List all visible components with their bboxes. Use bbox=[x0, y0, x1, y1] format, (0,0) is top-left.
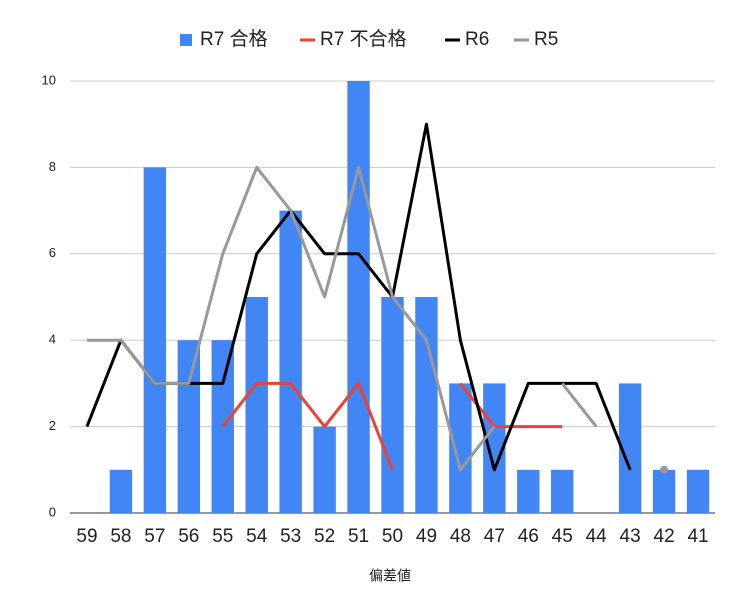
bar bbox=[313, 426, 336, 513]
point-marker bbox=[660, 465, 669, 474]
bar bbox=[245, 297, 268, 513]
bar bbox=[618, 383, 642, 513]
x-tick-label: 56 bbox=[178, 526, 199, 547]
x-tick-label: 47 bbox=[484, 526, 505, 547]
bar bbox=[143, 167, 167, 513]
bar bbox=[415, 297, 438, 513]
legend-label: R6 bbox=[465, 29, 489, 50]
x-tick-label: 50 bbox=[382, 526, 403, 547]
y-tick-label: 4 bbox=[49, 332, 56, 347]
bar bbox=[177, 340, 201, 513]
x-tick-label: 49 bbox=[416, 526, 437, 547]
bar bbox=[381, 297, 404, 513]
bar bbox=[652, 469, 676, 513]
x-tick-label: 42 bbox=[654, 526, 675, 547]
legend-label: R5 bbox=[534, 29, 558, 50]
bar bbox=[279, 210, 302, 513]
x-tick-label: 55 bbox=[212, 526, 233, 547]
bar bbox=[347, 81, 370, 513]
x-tick-label: 48 bbox=[450, 526, 471, 547]
bar bbox=[686, 469, 710, 513]
x-tick-label: 51 bbox=[348, 526, 369, 547]
x-tick-label: 46 bbox=[518, 526, 539, 547]
legend-label: R7 合格 bbox=[200, 28, 268, 50]
y-tick-label: 0 bbox=[49, 504, 56, 519]
legend-swatch bbox=[180, 34, 192, 46]
x-tick-label: 59 bbox=[76, 526, 97, 547]
y-tick-label: 6 bbox=[49, 245, 56, 260]
x-tick-label: 52 bbox=[314, 526, 335, 547]
x-axis-title: 偏差値 bbox=[369, 568, 411, 584]
x-tick-label: 53 bbox=[280, 526, 301, 547]
y-tick-label: 2 bbox=[49, 418, 56, 433]
y-tick-label: 10 bbox=[42, 72, 56, 87]
x-tick-label: 58 bbox=[110, 526, 131, 547]
y-tick-label: 8 bbox=[49, 159, 56, 174]
bar bbox=[517, 469, 540, 513]
bar bbox=[551, 469, 574, 513]
bar bbox=[449, 383, 472, 513]
x-tick-label: 44 bbox=[586, 526, 608, 547]
x-tick-label: 45 bbox=[552, 526, 573, 547]
bar bbox=[109, 469, 133, 513]
legend-label: R7 不合格 bbox=[320, 28, 407, 50]
x-tick-label: 43 bbox=[620, 526, 641, 547]
bar bbox=[483, 383, 506, 513]
x-tick-label: 41 bbox=[687, 526, 708, 547]
x-tick-label: 57 bbox=[144, 526, 165, 547]
x-tick-label: 54 bbox=[246, 526, 268, 547]
